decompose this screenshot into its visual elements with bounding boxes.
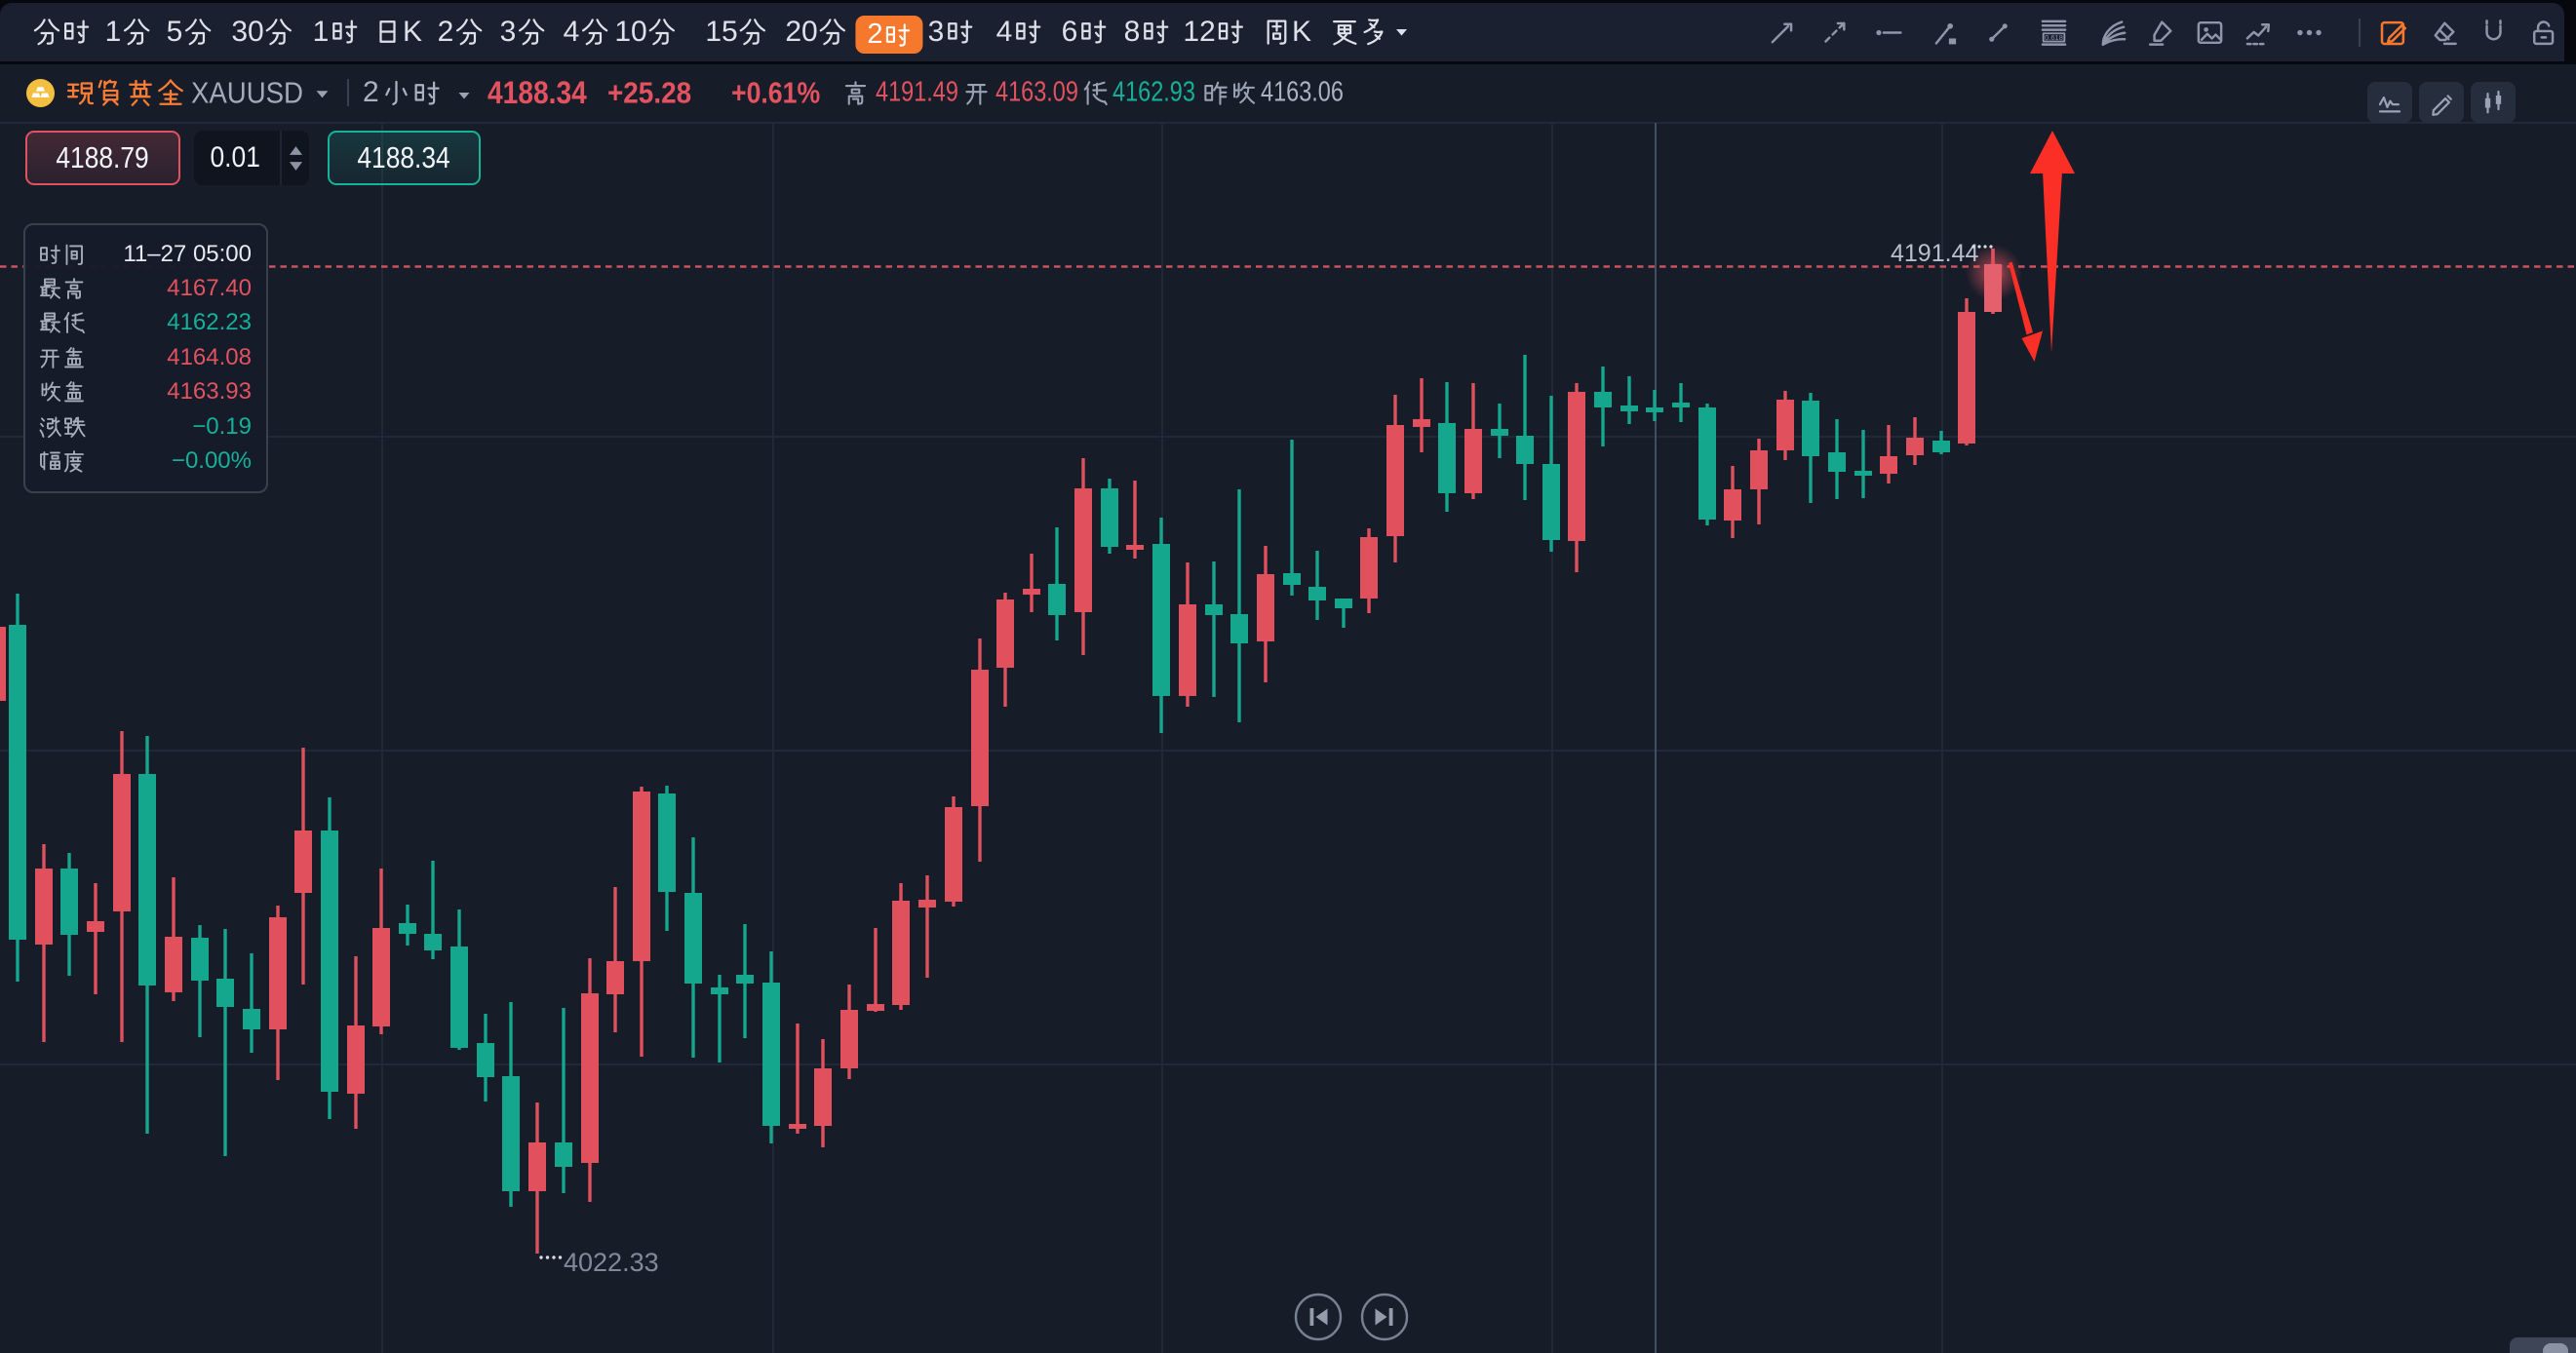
svg-text:0.618: 0.618 xyxy=(2045,33,2063,42)
svg-text:4191.44: 4191.44 xyxy=(1891,240,1978,267)
svg-text:4022.33: 4022.33 xyxy=(564,1248,659,1277)
